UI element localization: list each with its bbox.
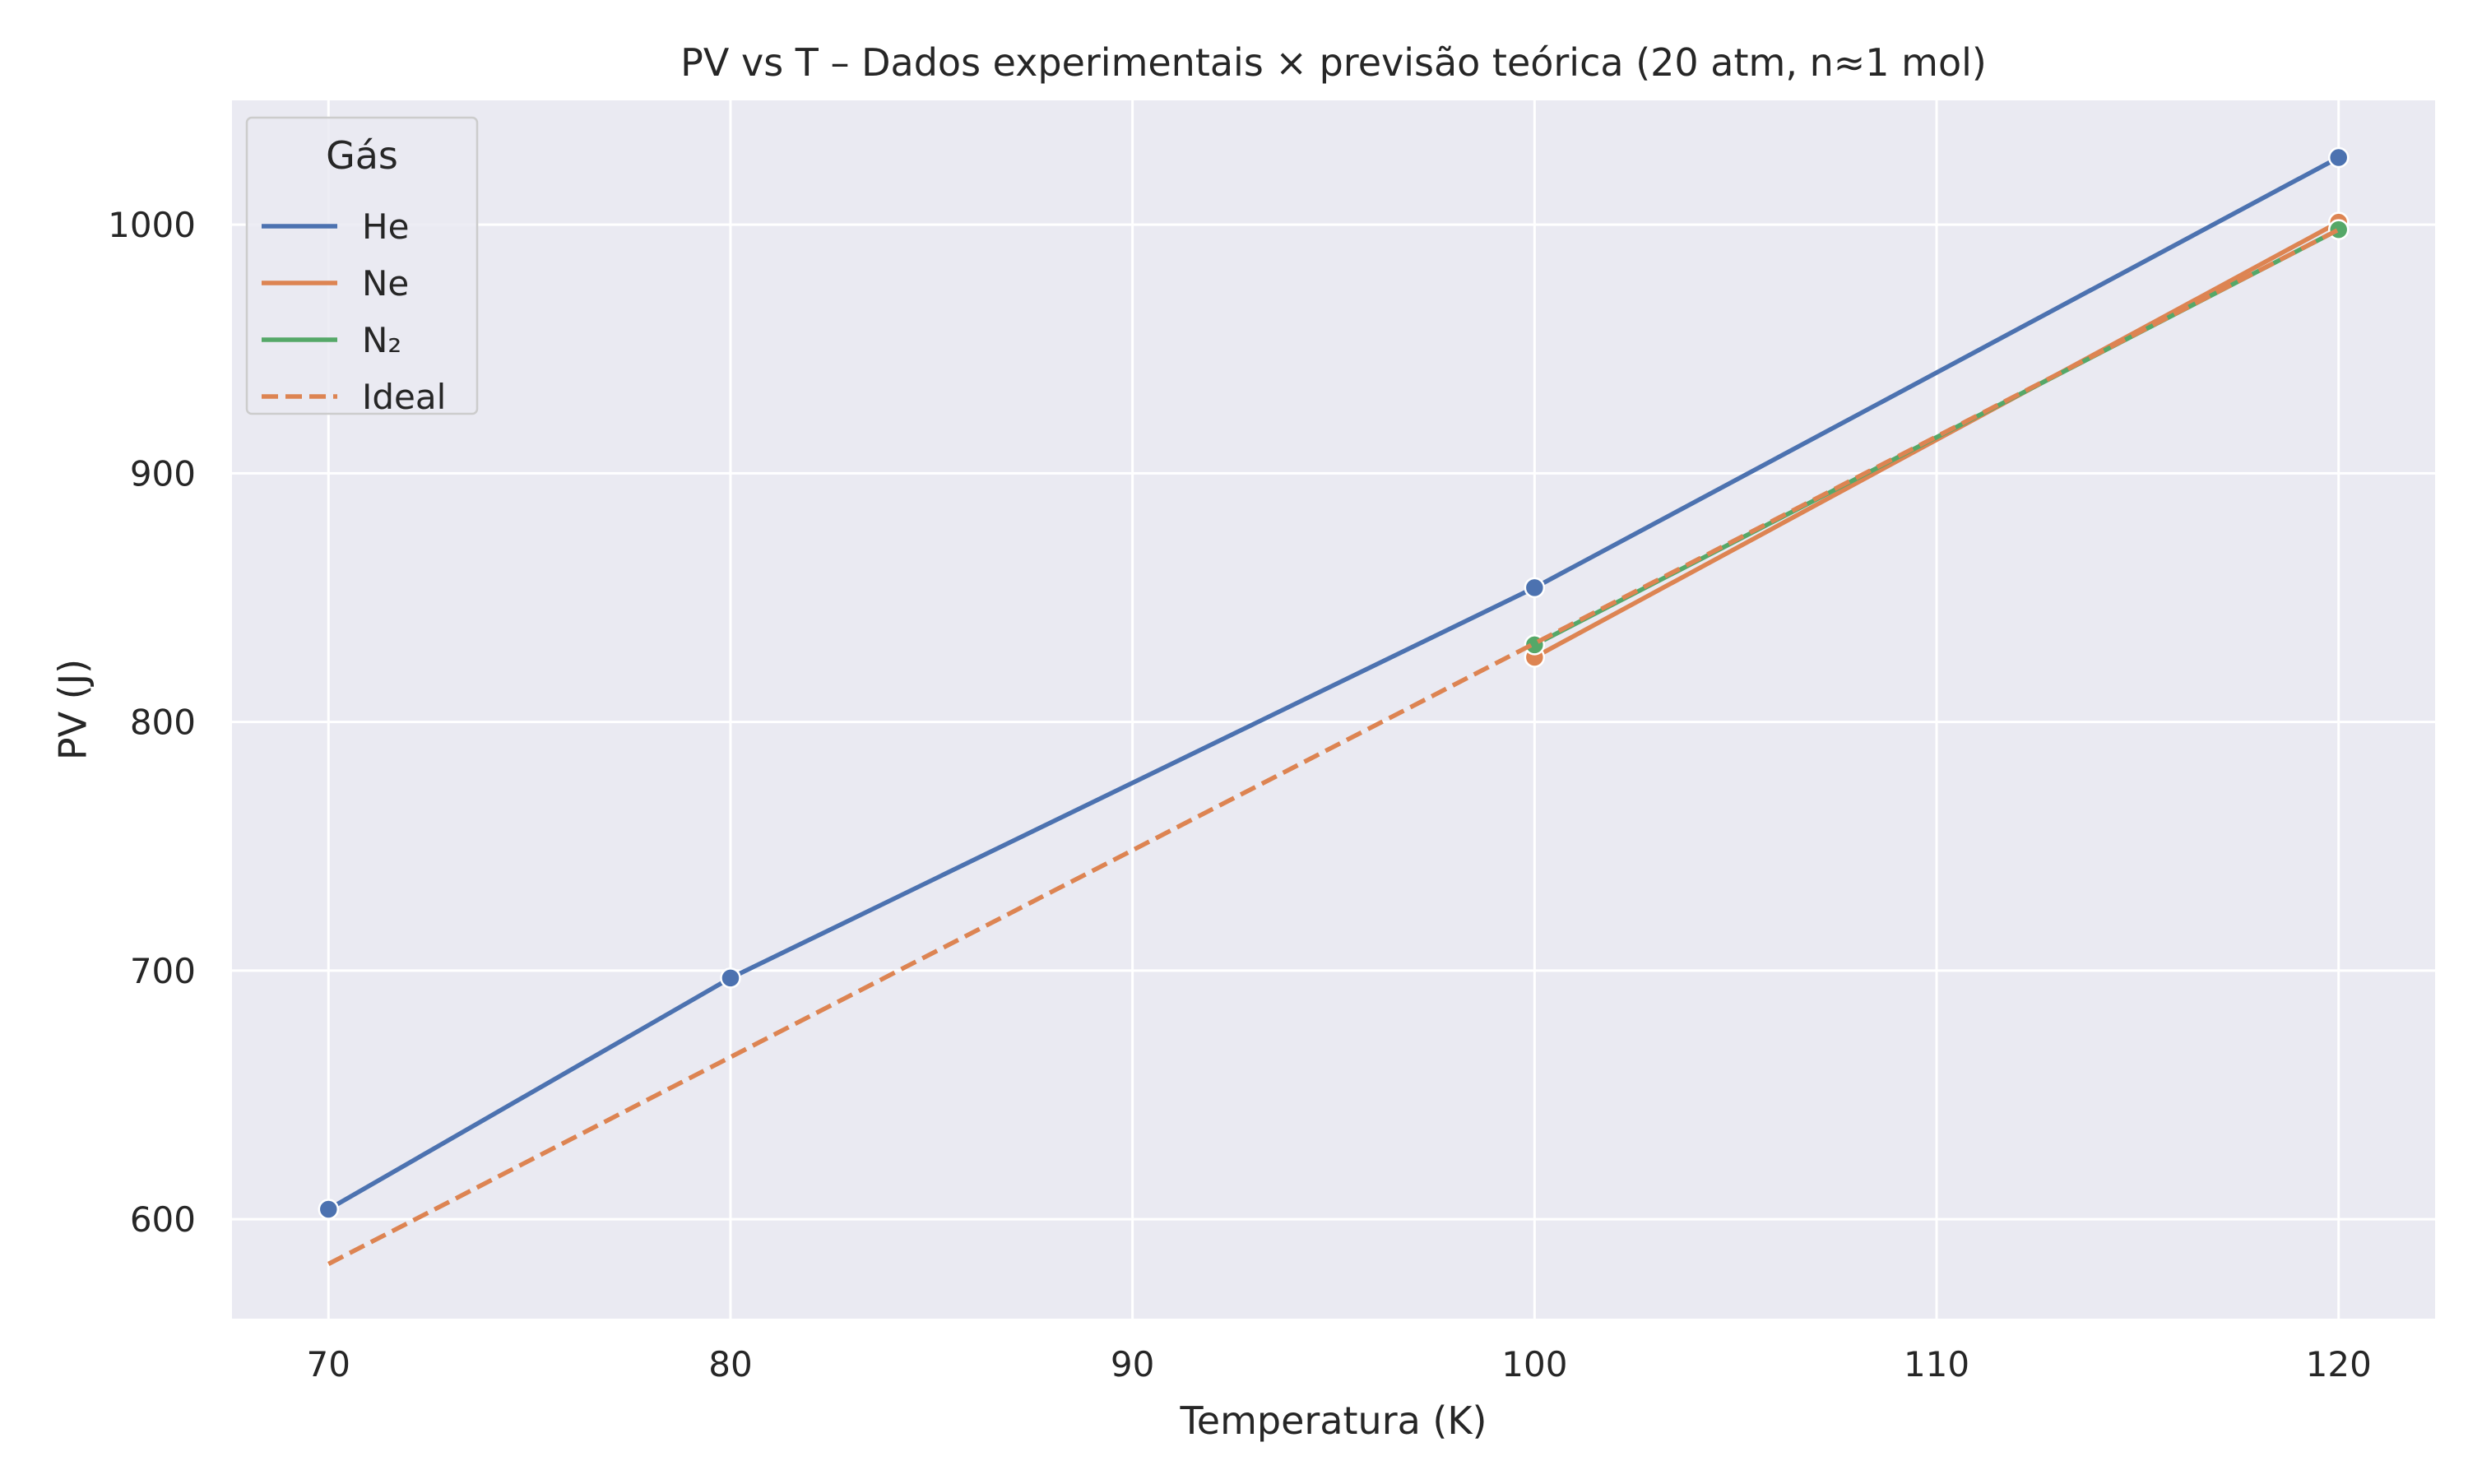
y-tick-label: 700 [130, 951, 196, 991]
series-line [326, 155, 2341, 1212]
series-he [318, 146, 2350, 1220]
y-tick-label: 1000 [108, 205, 196, 245]
data-point [720, 967, 741, 989]
series-line [327, 227, 2340, 1266]
legend: Gás He Ne N₂ Ideal [245, 116, 479, 417]
data-point [1524, 577, 1546, 599]
grid-lines [232, 100, 2435, 1319]
legend-label: Ne [362, 263, 409, 304]
x-axis-ticks: 70 80 90 100 110 120 [307, 1344, 2372, 1384]
legend-item: Ne [262, 263, 409, 304]
data-point [318, 1199, 340, 1220]
legend-item: Ideal [262, 377, 446, 417]
y-tick-label: 900 [130, 453, 196, 494]
x-axis-label: Temperatura (K) [1180, 1398, 1487, 1443]
chart-title: PV vs T – Dados experimentais × previsão… [680, 40, 1987, 85]
y-axis-ticks: 600 700 800 900 1000 [108, 205, 196, 1240]
x-tick-label: 80 [708, 1344, 752, 1384]
series-ideal [327, 227, 2340, 1266]
legend-label: N₂ [362, 320, 401, 360]
legend-label: He [362, 206, 409, 247]
legend-items: He Ne N₂ Ideal [262, 206, 446, 417]
x-tick-label: 100 [1501, 1344, 1567, 1384]
x-tick-label: 70 [307, 1344, 350, 1384]
x-tick-label: 90 [1111, 1344, 1154, 1384]
data-point [2327, 219, 2350, 240]
x-tick-label: 120 [2306, 1344, 2372, 1384]
x-tick-label: 110 [1904, 1344, 1969, 1384]
y-tick-label: 600 [130, 1199, 196, 1240]
series-layer [318, 146, 2350, 1266]
y-axis-label: PV (J) [51, 659, 95, 760]
legend-title: Gás [326, 133, 398, 178]
legend-item: He [262, 206, 409, 247]
y-tick-label: 800 [130, 703, 196, 743]
data-point [2327, 146, 2350, 169]
legend-item: N₂ [262, 320, 401, 360]
legend-label: Ideal [362, 377, 446, 417]
